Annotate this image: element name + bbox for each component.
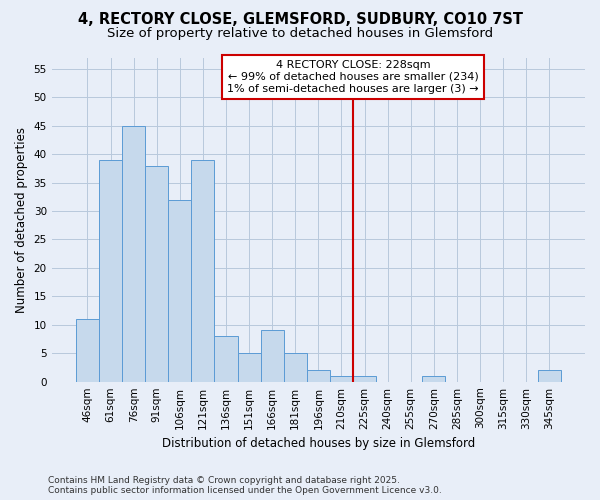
Y-axis label: Number of detached properties: Number of detached properties bbox=[15, 126, 28, 312]
Bar bbox=[260, 330, 284, 382]
Bar bbox=[99, 160, 122, 382]
Bar bbox=[238, 353, 260, 382]
Bar bbox=[76, 319, 99, 382]
Bar bbox=[145, 166, 168, 382]
Bar bbox=[422, 376, 445, 382]
Bar bbox=[122, 126, 145, 382]
Text: Size of property relative to detached houses in Glemsford: Size of property relative to detached ho… bbox=[107, 28, 493, 40]
Bar bbox=[284, 353, 307, 382]
Bar bbox=[538, 370, 561, 382]
Bar bbox=[191, 160, 214, 382]
Bar bbox=[353, 376, 376, 382]
X-axis label: Distribution of detached houses by size in Glemsford: Distribution of detached houses by size … bbox=[162, 437, 475, 450]
Text: 4 RECTORY CLOSE: 228sqm
← 99% of detached houses are smaller (234)
1% of semi-de: 4 RECTORY CLOSE: 228sqm ← 99% of detache… bbox=[227, 60, 479, 94]
Bar bbox=[214, 336, 238, 382]
Bar bbox=[330, 376, 353, 382]
Text: Contains HM Land Registry data © Crown copyright and database right 2025.
Contai: Contains HM Land Registry data © Crown c… bbox=[48, 476, 442, 495]
Bar bbox=[307, 370, 330, 382]
Text: 4, RECTORY CLOSE, GLEMSFORD, SUDBURY, CO10 7ST: 4, RECTORY CLOSE, GLEMSFORD, SUDBURY, CO… bbox=[77, 12, 523, 28]
Bar bbox=[168, 200, 191, 382]
